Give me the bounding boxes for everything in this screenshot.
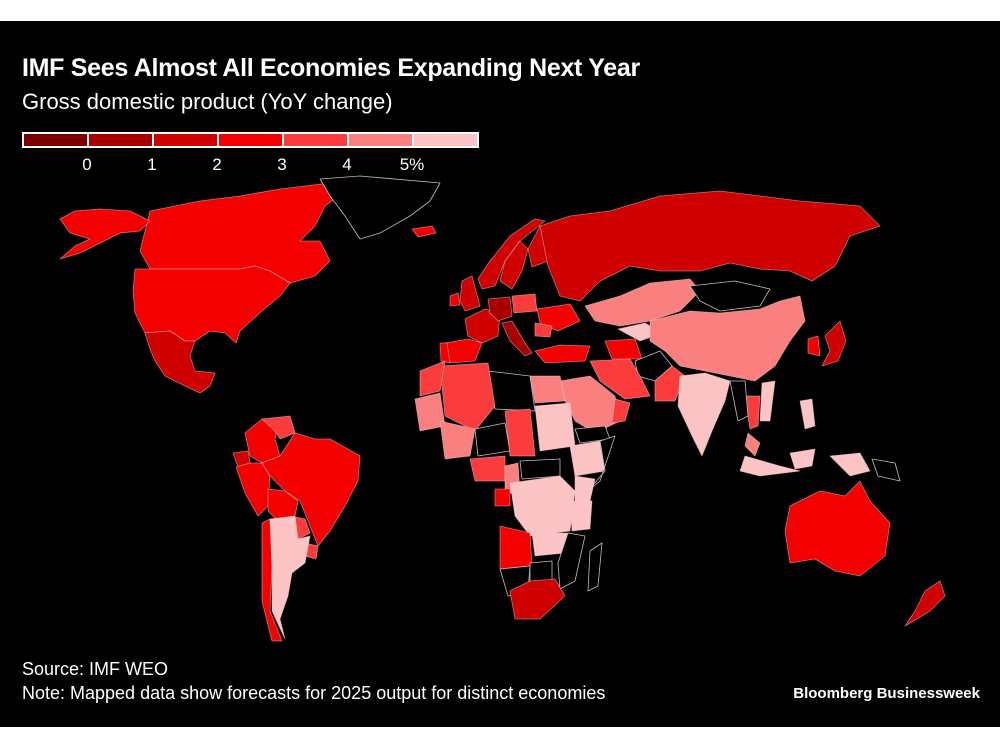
country-ethiopia: Ethiopia xyxy=(569,440,606,477)
legend-swatch xyxy=(282,132,349,148)
color-legend: 0 1 2 3 4 5% xyxy=(22,132,479,174)
chart-subtitle: Gross domestic product (YoY change) xyxy=(22,89,393,114)
country-brazil: Brazil xyxy=(261,432,361,547)
footnote: Note: Mapped data show forecasts for 202… xyxy=(22,683,606,703)
country-argentina: Argentina xyxy=(269,515,311,640)
country-portugal: Portugal xyxy=(439,342,451,364)
country-indonesia: Indonesia xyxy=(739,448,871,477)
country-tanzania: Tanzania xyxy=(569,500,593,532)
country-japan: Japan xyxy=(821,320,847,367)
legend-swatch xyxy=(22,132,89,148)
country-gabon: Gabon xyxy=(494,488,511,507)
country-new-zealand: New Zealand xyxy=(904,580,946,627)
country-romania: Romania xyxy=(534,322,553,338)
legend-tick-label: 2 xyxy=(212,155,222,174)
legend-tick-label: 4 xyxy=(342,155,352,174)
brand-logo: Bloomberg Businessweek xyxy=(793,685,980,702)
country-philippines: Philippines xyxy=(799,398,816,430)
country-united-states: United States xyxy=(132,265,291,344)
country-mongolia: Mongolia xyxy=(689,280,771,312)
country-norway: Norway xyxy=(477,218,546,290)
country-india: India xyxy=(677,372,731,457)
chart-title: IMF Sees Almost All Economies Expanding … xyxy=(22,54,640,82)
legend-scale xyxy=(22,132,479,148)
country-alaska: Alaska xyxy=(59,208,151,260)
country-chad: Chad xyxy=(504,408,536,457)
country-iran: Iran xyxy=(589,358,651,400)
country-russia: Russia xyxy=(539,190,881,302)
country-ireland: Ireland xyxy=(449,292,461,307)
country-central-african-rep-: Central African Rep. xyxy=(519,458,561,480)
country-italy: Italy xyxy=(501,320,533,357)
country-ukraine: Ukraine xyxy=(536,303,581,332)
country-mali: Mali xyxy=(439,420,476,460)
country-sudan: Sudan xyxy=(534,402,576,452)
country-angola: Angola xyxy=(499,525,533,570)
legend-tick-label: 5% xyxy=(399,155,425,174)
country-egypt: Egypt xyxy=(529,375,566,404)
country-dr-congo: DR Congo xyxy=(509,475,576,537)
country-turkmenistan: Turkmenistan xyxy=(604,338,643,360)
country-somalia: Somalia xyxy=(587,435,616,492)
country-south-korea: South Korea xyxy=(807,335,821,357)
country-algeria: Algeria xyxy=(439,362,496,432)
source-note: Source: IMF WEO xyxy=(22,659,169,679)
country-greenland: Greenland xyxy=(319,175,441,240)
country-france: France xyxy=(464,308,501,344)
country-thailand: Thailand xyxy=(744,395,761,430)
country-australia: Australia xyxy=(784,480,891,577)
country-peru: Peru xyxy=(235,462,271,517)
country-poland: Poland xyxy=(511,293,538,314)
country-mexico: Mexico xyxy=(144,330,216,394)
country-myanmar: Myanmar xyxy=(729,380,749,422)
legend-tick-label: 0 xyxy=(82,155,92,174)
legend-tick-label: 1 xyxy=(147,155,157,174)
country-malaysia: Malaysia xyxy=(744,432,761,457)
legend-swatch xyxy=(87,132,154,148)
country-canada: Canada xyxy=(139,182,346,284)
country-madagascar: Madagascar xyxy=(587,542,603,592)
country-south-africa: South Africa xyxy=(509,578,566,620)
country-kazakhstan: Kazakhstan xyxy=(584,278,701,327)
country-mozambique: Mozambique xyxy=(557,532,586,590)
chart-frame: IMF Sees Almost All Economies Expanding … xyxy=(0,21,1000,727)
country-iceland: Iceland xyxy=(411,225,437,238)
country-kenya: Kenya xyxy=(574,475,596,502)
country-germany: Germany xyxy=(487,296,513,322)
country-oman: Oman xyxy=(611,398,631,424)
country-united-kingdom: United Kingdom xyxy=(459,275,481,312)
legend-tick-label: 3 xyxy=(277,155,287,174)
legend-swatch xyxy=(152,132,219,148)
country-niger: Niger xyxy=(474,422,511,457)
country-china: China xyxy=(649,295,806,382)
country-venezuela: Venezuela xyxy=(261,415,296,440)
country-turkey: Turkey xyxy=(534,344,591,364)
legend-swatch xyxy=(412,132,479,148)
country-vietnam: Vietnam xyxy=(759,380,776,422)
world-map: CanadaUnited StatesAlaska Mexico Greenland… xyxy=(59,175,946,642)
country-nigeria: Nigeria xyxy=(469,455,506,482)
country-spain: Spain xyxy=(444,338,483,364)
country-morocco: Morocco xyxy=(419,360,446,397)
country-papua-new-guinea: Papua New Guinea xyxy=(871,458,901,482)
legend-swatch xyxy=(347,132,414,148)
legend-swatch xyxy=(217,132,284,148)
